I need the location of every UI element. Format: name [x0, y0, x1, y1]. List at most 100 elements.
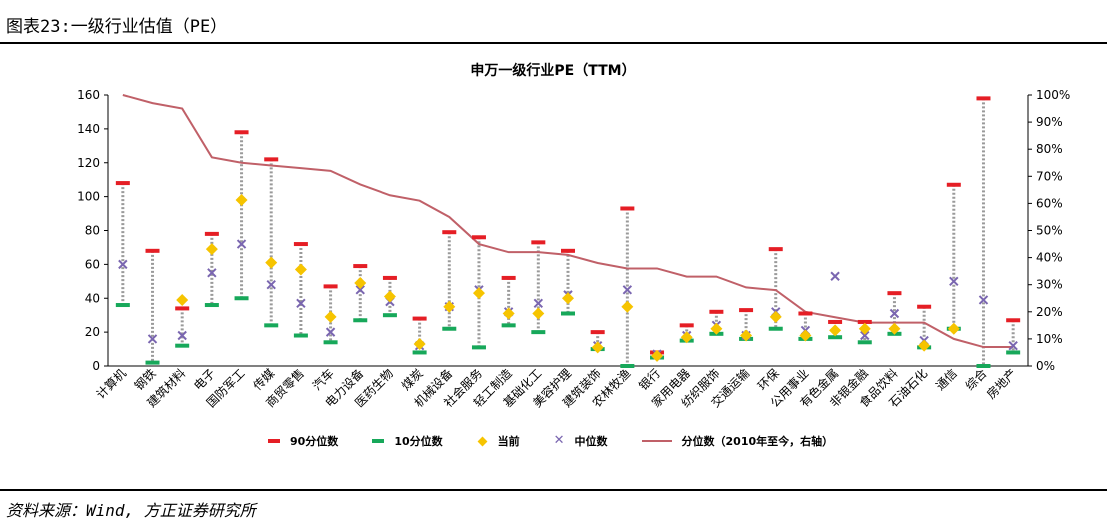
- p10-marker: [857, 340, 872, 345]
- y2-tick-label: 30%: [1036, 278, 1063, 292]
- p90-marker: [175, 306, 190, 311]
- current-marker: [947, 322, 960, 335]
- p90-marker: [976, 96, 991, 101]
- p90-marker: [382, 275, 397, 280]
- current-marker: [769, 310, 782, 323]
- y-tick-label: 160: [77, 88, 100, 102]
- current-marker: [562, 292, 574, 305]
- legend-median-label: 中位数: [574, 435, 608, 448]
- p90-marker: [946, 182, 961, 187]
- p10-marker: [620, 364, 635, 368]
- p10-marker: [175, 343, 190, 348]
- p10-marker: [412, 350, 427, 355]
- y-tick-label: 60: [85, 257, 100, 271]
- p90-marker: [531, 240, 546, 245]
- p90-marker: [679, 323, 694, 328]
- p90-marker: [709, 309, 724, 314]
- median-marker: [355, 285, 365, 295]
- median-marker: [1008, 340, 1018, 351]
- current-marker: [858, 322, 871, 335]
- y-tick-label: 80: [85, 224, 100, 238]
- y2-tick-label: 60%: [1036, 196, 1063, 210]
- legend-p10-label: 10分位数: [394, 435, 443, 448]
- current-marker: [324, 310, 337, 323]
- y2-tick-label: 10%: [1036, 332, 1063, 346]
- median-marker: [296, 298, 306, 309]
- median-marker: [533, 298, 544, 309]
- current-marker: [918, 339, 931, 352]
- median-marker: [622, 285, 633, 295]
- current-marker: [294, 263, 307, 276]
- p90-marker: [1006, 318, 1021, 323]
- y2-tick-label: 100%: [1036, 88, 1070, 102]
- pe-chart: 申万一级行业PE（TTM） 0 20 40 60 80 100 120 140 160 0% 10%…: [77, 62, 1070, 410]
- p90-marker: [501, 275, 516, 280]
- median-marker: [889, 308, 900, 319]
- y2-tick-label: 20%: [1036, 305, 1063, 319]
- current-marker: [383, 290, 396, 303]
- current-marker: [799, 329, 812, 342]
- bottom-rule: [0, 489, 1107, 491]
- p90-marker: [145, 248, 160, 253]
- y2-tick-label: 40%: [1036, 251, 1063, 265]
- line-icon: [641, 440, 672, 442]
- current-marker: [472, 287, 485, 300]
- y-tick-label: 40: [85, 291, 100, 305]
- y2-tick-label: 50%: [1036, 224, 1063, 238]
- p10-marker: [501, 323, 516, 328]
- p10-marker: [561, 311, 575, 316]
- current-marker: [888, 322, 901, 335]
- current-marker: [354, 277, 367, 290]
- p90-marker: [857, 319, 872, 324]
- p90-marker: [620, 206, 635, 211]
- current-marker: [413, 337, 426, 350]
- median-marker: [118, 259, 128, 270]
- current-marker: [176, 293, 189, 306]
- current-marker: [502, 307, 515, 320]
- x-tick-label: 通信: [933, 366, 960, 393]
- p10-marker: [1006, 350, 1021, 355]
- p90-marker: [798, 311, 813, 316]
- percentile-line: [122, 94, 1014, 349]
- median-marker: [949, 276, 959, 287]
- p10-marker: [442, 326, 457, 331]
- median-marker: [266, 279, 276, 290]
- current-marker: [265, 256, 278, 269]
- figure-title: 图表23:一级行业估值（PE）: [6, 17, 228, 37]
- cross-icon: ✕: [553, 433, 565, 448]
- current-marker: [205, 243, 218, 256]
- current-marker: [710, 322, 723, 335]
- p10-marker-icon: [372, 439, 385, 443]
- current-marker: [532, 307, 545, 320]
- p90-marker: [442, 230, 457, 235]
- p10-marker: [353, 318, 368, 323]
- y-tick-label: 20: [85, 325, 100, 339]
- y2-tick-label: 80%: [1036, 142, 1063, 156]
- p90-marker: [739, 308, 754, 313]
- current-marker: [829, 324, 842, 337]
- median-marker: [147, 334, 158, 344]
- p90-marker: [828, 319, 843, 324]
- p90-marker: [590, 330, 605, 335]
- current-marker: [621, 300, 634, 313]
- current-marker: [651, 349, 664, 362]
- median-marker: [325, 327, 336, 337]
- p10-marker: [234, 296, 249, 301]
- p90-marker: [917, 304, 932, 309]
- legend-p90-label: 90分位数: [290, 435, 339, 448]
- p90-marker: [204, 231, 219, 236]
- p10-marker: [531, 330, 546, 335]
- marks: [115, 94, 1021, 368]
- y2-tick-label: 90%: [1036, 115, 1063, 129]
- current-marker: [740, 329, 753, 342]
- p10-marker: [204, 303, 219, 308]
- p10-marker: [293, 333, 308, 338]
- source-note: 资料来源：Wind, 方正证券研究所: [6, 501, 256, 520]
- legend-current: 当前: [477, 433, 520, 449]
- current-marker: [443, 300, 456, 313]
- median-marker: [177, 330, 187, 341]
- p10-marker: [768, 326, 783, 331]
- p10-marker: [976, 364, 991, 368]
- median-marker: [207, 268, 217, 278]
- p10-marker: [382, 313, 397, 318]
